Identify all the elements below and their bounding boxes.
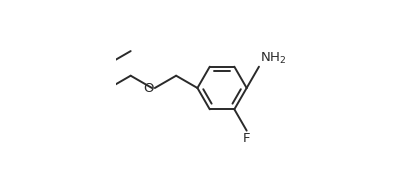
- Text: NH$_2$: NH$_2$: [259, 51, 286, 66]
- Text: O: O: [143, 81, 153, 95]
- Text: F: F: [242, 132, 250, 145]
